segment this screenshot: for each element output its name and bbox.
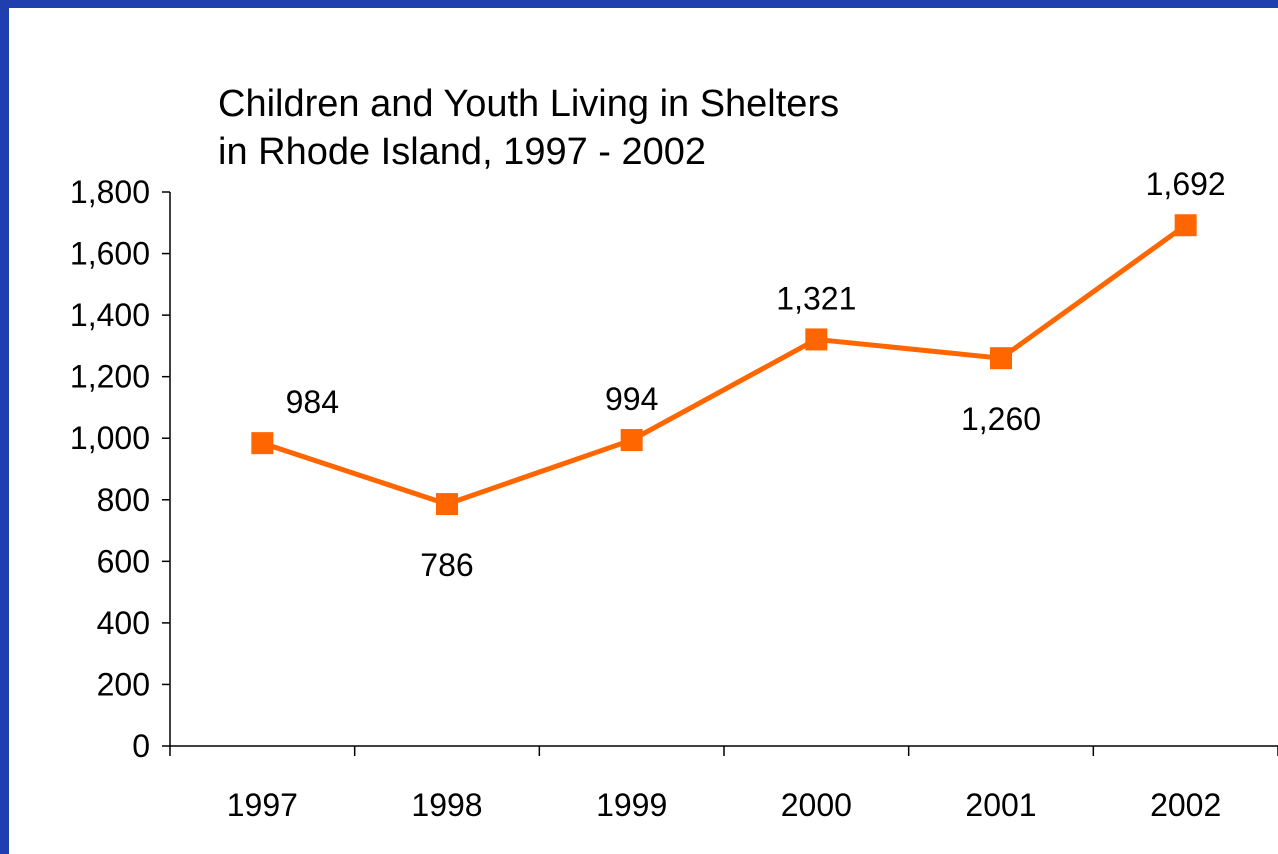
x-tick-label: 1999 — [596, 787, 667, 823]
y-tick-label: 200 — [97, 666, 150, 702]
y-tick-label: 400 — [97, 605, 150, 641]
chart-title-line-1: Children and Youth Living in Shelters — [218, 83, 840, 125]
y-tick-label: 1,600 — [70, 236, 150, 272]
y-tick-label: 1,000 — [70, 420, 150, 456]
data-label: 1,260 — [961, 401, 1041, 437]
y-tick-label: 600 — [97, 543, 150, 579]
data-point-marker — [805, 328, 828, 351]
y-tick-label: 800 — [97, 482, 150, 518]
data-point-marker — [251, 432, 274, 455]
x-tick-label: 2002 — [1150, 787, 1221, 823]
y-tick-label: 0 — [132, 728, 150, 764]
chart-title: Children and Youth Living in Shelters in… — [218, 80, 1118, 176]
data-point-marker — [990, 347, 1012, 370]
x-tick-label: 2000 — [781, 787, 852, 823]
data-label: 1,321 — [776, 280, 856, 316]
x-tick-label: 1997 — [227, 787, 298, 823]
data-label: 994 — [605, 381, 658, 417]
data-point-marker — [1174, 214, 1197, 237]
data-label: 786 — [420, 547, 473, 583]
data-point-marker — [620, 429, 643, 452]
x-tick-label: 2001 — [965, 787, 1036, 823]
y-tick-label: 1,800 — [70, 174, 150, 210]
data-point-marker — [436, 493, 458, 516]
y-tick-label: 1,400 — [70, 297, 150, 333]
data-label: 984 — [286, 384, 339, 420]
chart-title-line-2: in Rhode Island, 1997 - 2002 — [218, 131, 707, 173]
y-tick-label: 1,200 — [70, 359, 150, 395]
x-tick-label: 1998 — [411, 787, 482, 823]
series-line — [261, 223, 1188, 507]
data-label: 1,692 — [1146, 166, 1226, 202]
